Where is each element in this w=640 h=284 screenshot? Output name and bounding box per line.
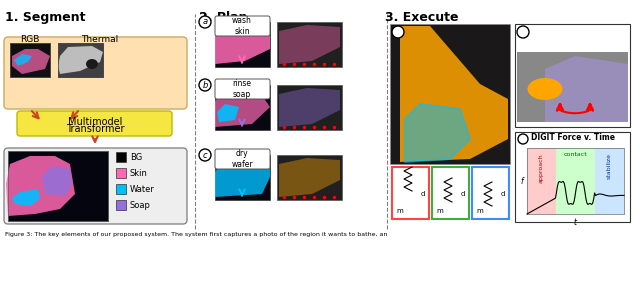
FancyBboxPatch shape — [215, 22, 270, 67]
FancyBboxPatch shape — [277, 22, 342, 67]
Text: 3. Execute: 3. Execute — [385, 11, 458, 24]
Circle shape — [517, 26, 529, 38]
Text: b: b — [520, 28, 525, 37]
Text: 2. Plan: 2. Plan — [199, 11, 248, 24]
Polygon shape — [217, 104, 239, 122]
Text: a: a — [202, 18, 207, 26]
Text: f: f — [520, 176, 523, 185]
Text: Thermal: Thermal — [81, 36, 118, 45]
FancyBboxPatch shape — [116, 184, 126, 194]
Text: Water: Water — [130, 185, 155, 193]
Polygon shape — [58, 46, 103, 74]
Text: Figure 3: The key elements of our proposed system. The system first captures a p: Figure 3: The key elements of our propos… — [5, 232, 387, 237]
FancyBboxPatch shape — [215, 155, 270, 200]
FancyBboxPatch shape — [8, 151, 108, 221]
FancyBboxPatch shape — [215, 149, 270, 169]
Text: Transformer: Transformer — [66, 124, 124, 134]
Polygon shape — [279, 158, 340, 197]
FancyBboxPatch shape — [432, 204, 469, 219]
Text: b: b — [202, 80, 208, 89]
Text: d: d — [421, 191, 425, 197]
Text: rinse
soap: rinse soap — [232, 79, 252, 99]
FancyBboxPatch shape — [116, 168, 126, 178]
FancyBboxPatch shape — [215, 85, 270, 130]
FancyBboxPatch shape — [116, 200, 126, 210]
Text: approach: approach — [539, 153, 544, 183]
Circle shape — [392, 26, 404, 38]
FancyBboxPatch shape — [277, 85, 342, 130]
Polygon shape — [12, 189, 40, 206]
FancyBboxPatch shape — [595, 148, 624, 214]
FancyBboxPatch shape — [215, 79, 270, 99]
FancyBboxPatch shape — [515, 132, 630, 222]
Text: d: d — [501, 191, 505, 197]
Polygon shape — [6, 156, 75, 216]
Polygon shape — [12, 49, 50, 74]
Text: 1. Segment: 1. Segment — [5, 11, 86, 24]
FancyBboxPatch shape — [432, 167, 469, 219]
Polygon shape — [215, 88, 270, 127]
FancyBboxPatch shape — [472, 167, 509, 219]
FancyBboxPatch shape — [4, 148, 187, 224]
Ellipse shape — [86, 59, 98, 69]
Text: Skin: Skin — [130, 168, 148, 178]
Text: stabilize: stabilize — [607, 153, 612, 179]
Polygon shape — [405, 104, 470, 162]
FancyBboxPatch shape — [17, 111, 172, 136]
Ellipse shape — [527, 78, 563, 100]
FancyBboxPatch shape — [116, 152, 126, 162]
Polygon shape — [42, 166, 72, 196]
FancyBboxPatch shape — [10, 43, 50, 77]
Text: m: m — [436, 208, 444, 214]
FancyBboxPatch shape — [515, 24, 630, 127]
Polygon shape — [215, 25, 270, 64]
Text: contact: contact — [564, 152, 588, 157]
Circle shape — [199, 16, 211, 28]
Text: skin: skin — [536, 87, 554, 95]
Circle shape — [199, 79, 211, 91]
Text: m: m — [477, 208, 483, 214]
Text: RGB: RGB — [20, 36, 40, 45]
Text: a: a — [396, 28, 401, 37]
Text: DIGIT Force v. Time: DIGIT Force v. Time — [531, 133, 615, 143]
FancyBboxPatch shape — [58, 43, 103, 77]
Circle shape — [518, 134, 528, 144]
Text: c: c — [521, 135, 525, 143]
Text: Multimodel: Multimodel — [68, 117, 122, 127]
Text: dry
wafer: dry wafer — [231, 149, 253, 169]
Polygon shape — [279, 88, 340, 127]
FancyBboxPatch shape — [392, 167, 429, 219]
Text: t: t — [574, 218, 577, 227]
Polygon shape — [545, 56, 628, 122]
FancyBboxPatch shape — [215, 16, 270, 36]
FancyBboxPatch shape — [527, 148, 556, 214]
Text: c: c — [203, 151, 207, 160]
FancyBboxPatch shape — [277, 155, 342, 200]
Text: wash
skin: wash skin — [232, 16, 252, 36]
Text: BG: BG — [130, 153, 142, 162]
FancyBboxPatch shape — [4, 37, 187, 109]
Polygon shape — [14, 54, 32, 66]
FancyBboxPatch shape — [472, 208, 509, 219]
FancyBboxPatch shape — [556, 148, 595, 214]
Polygon shape — [400, 26, 508, 162]
Text: Soap: Soap — [130, 201, 151, 210]
FancyBboxPatch shape — [392, 193, 429, 219]
Text: d: d — [461, 191, 465, 197]
FancyBboxPatch shape — [390, 24, 510, 164]
Polygon shape — [279, 25, 340, 64]
FancyBboxPatch shape — [517, 52, 628, 122]
Text: m: m — [397, 208, 403, 214]
Circle shape — [199, 149, 211, 161]
Polygon shape — [215, 158, 270, 197]
